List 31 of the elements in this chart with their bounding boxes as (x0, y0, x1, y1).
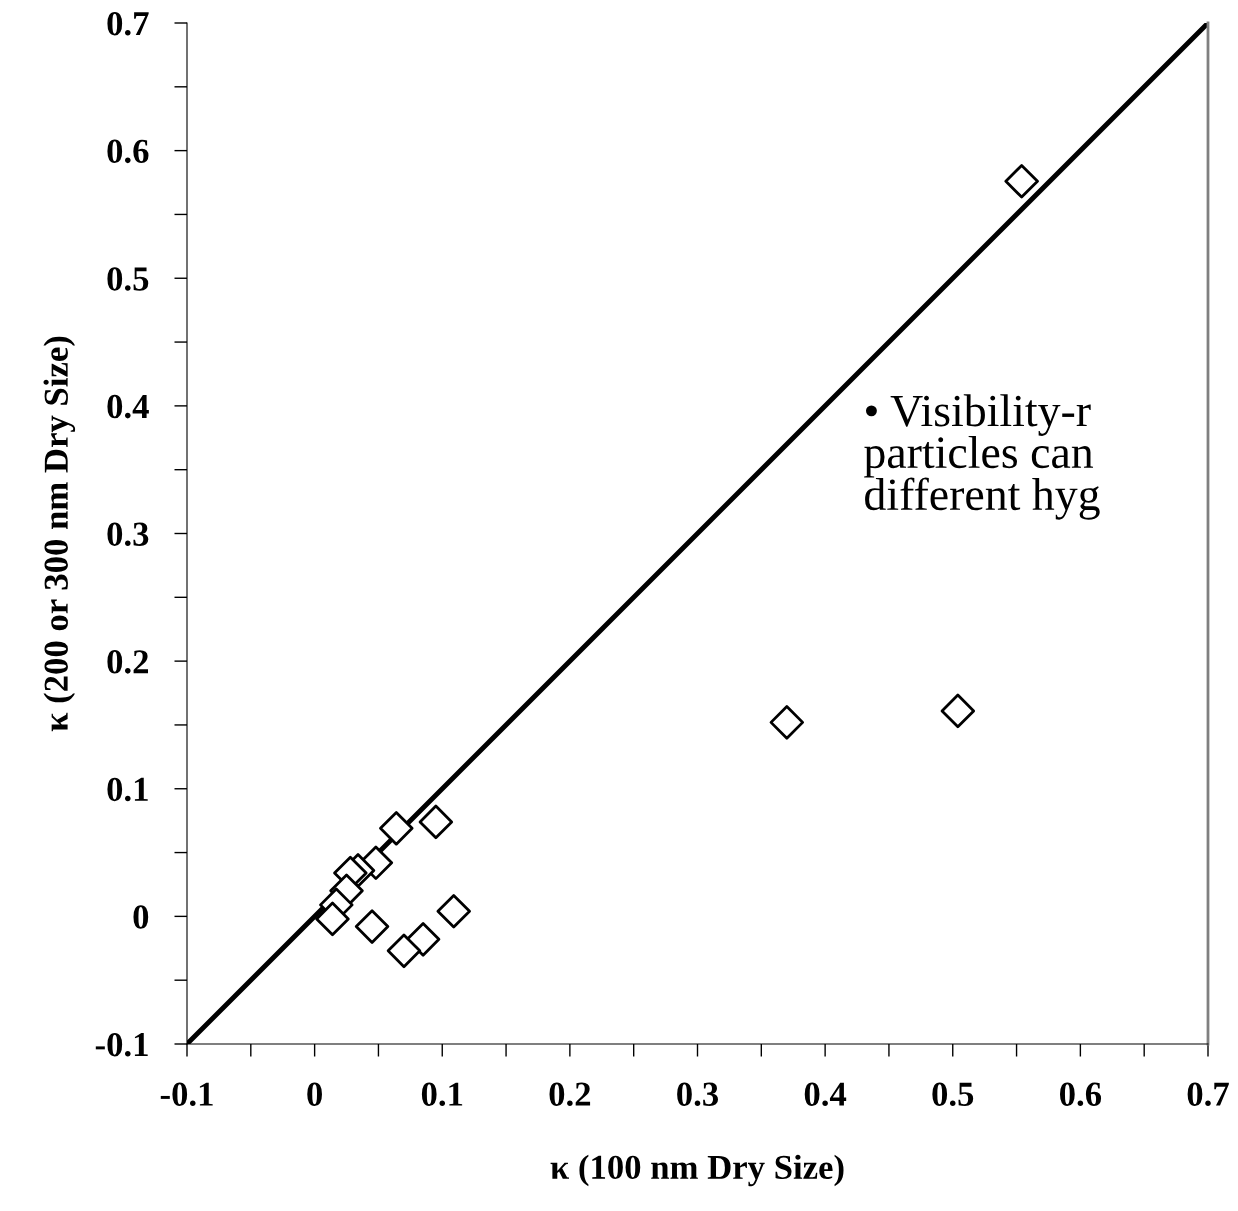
y-tick-label: 0.1 (107, 777, 148, 802)
y-tick-label: -0.1 (95, 1032, 148, 1057)
x-tick-label: 0 (307, 1082, 322, 1106)
y-tick-label: 0.6 (107, 139, 149, 164)
point (315, 901, 350, 937)
y-axis-title: κ (200 or 300 nm Dry Size) (43, 336, 76, 732)
x-tick-label: 0.5 (932, 1082, 974, 1107)
y-tick-label: 0.7 (107, 11, 149, 36)
x-tick-label: 0.7 (1187, 1082, 1229, 1107)
y-tick-label: 0 (133, 905, 149, 929)
point (354, 909, 390, 944)
point (386, 933, 422, 969)
y-tick-label: 0.2 (107, 650, 149, 674)
point (379, 811, 414, 846)
point (769, 705, 805, 740)
y-tick-label: 0.5 (107, 267, 149, 291)
x-tick-label: 0.1 (421, 1082, 463, 1107)
annotation: • Visibility-r particles can different hyg (864, 394, 1100, 520)
x-tick-label: 0.2 (549, 1082, 591, 1107)
x-tick-label: 0.6 (1060, 1082, 1102, 1107)
point (940, 693, 976, 729)
y-tick-label: 0.4 (107, 394, 149, 419)
point (405, 922, 441, 957)
point (436, 894, 471, 929)
x-tick-label: 0.3 (677, 1082, 719, 1107)
x-tick-label: 0.4 (804, 1082, 847, 1107)
x-tick-label: -0.1 (160, 1082, 213, 1107)
point (418, 804, 454, 840)
point (1004, 164, 1039, 199)
y-tick-label: 0.3 (107, 522, 149, 547)
x-axis-title: κ (100 nm Dry Size) (550, 1154, 844, 1187)
